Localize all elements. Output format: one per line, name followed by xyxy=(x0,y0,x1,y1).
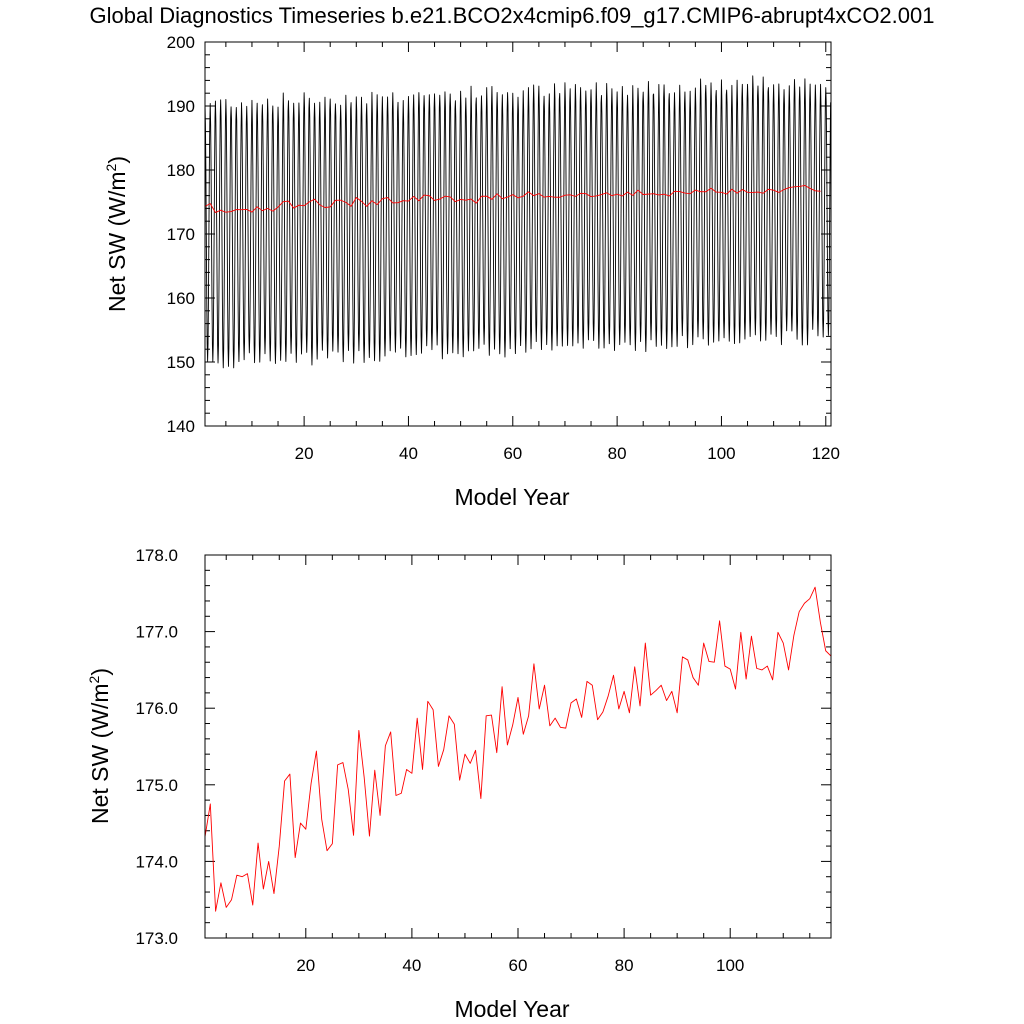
top-panel-x-tick-label: 120 xyxy=(812,444,840,463)
bottom-panel-y-tick-label: 174.0 xyxy=(135,852,178,871)
bottom-panel-y-tick-label: 175.0 xyxy=(135,776,178,795)
bottom-panel-x-tick-label: 20 xyxy=(296,956,315,975)
bottom-panel-x-tick-label: 100 xyxy=(716,956,744,975)
bottom-panel-annual-mean-net-sw-line xyxy=(204,586,832,912)
top-panel-monthly-net-sw-line xyxy=(204,75,832,369)
top-panel-annual-mean-net-sw-line xyxy=(204,185,821,214)
bottom-panel-plot-frame xyxy=(204,554,832,939)
bottom-panel-x-tick-label: 40 xyxy=(402,956,421,975)
bottom-panel-y-axis-label-main: Net SW (W/m xyxy=(87,683,113,824)
bottom-panel-y-tick-label: 178.0 xyxy=(135,546,178,565)
top-panel-x-tick-label: 100 xyxy=(707,444,735,463)
top-panel-x-axis-label: Model Year xyxy=(454,484,569,510)
bottom-panel-y-tick-label: 177.0 xyxy=(135,623,178,642)
top-panel-y-axis-label-close: ) xyxy=(104,156,130,164)
bottom-panel-x-tick-labels: 20 40 60 80 100 xyxy=(296,956,744,975)
top-panel-x-tick-labels: 20 40 60 80 100 120 xyxy=(295,444,840,463)
top-panel-y-axis-label-sup: 2 xyxy=(103,163,119,171)
bottom-panel-y-tick-label: 176.0 xyxy=(135,699,178,718)
top-panel-y-tick-label: 180 xyxy=(167,161,195,180)
bottom-panel-y-tick-labels: 173.0 174.0 175.0 176.0 177.0 178.0 xyxy=(135,546,178,948)
top-panel-ticks xyxy=(205,41,831,427)
bottom-panel-series xyxy=(204,586,832,912)
figure-title: Global Diagnostics Timeseries b.e21.BCO2… xyxy=(90,3,935,28)
bottom-panel-annual-mean: 20 40 60 80 100 173.0 174.0 175.0 176.0 177.0 178… xyxy=(86,546,832,1022)
top-panel-y-axis-label-main: Net SW (W/m xyxy=(104,171,130,312)
bottom-panel-y-axis-label-sup: 2 xyxy=(86,675,102,683)
top-panel-x-tick-label: 60 xyxy=(503,444,522,463)
top-panel-series xyxy=(204,75,832,369)
top-panel-y-tick-label: 170 xyxy=(167,225,195,244)
bottom-panel-ticks xyxy=(205,554,831,939)
bottom-panel-x-axis-label: Model Year xyxy=(454,996,569,1022)
top-panel-y-tick-labels: 140 150 160 170 180 190 200 xyxy=(167,33,195,436)
bottom-panel-x-tick-label: 60 xyxy=(509,956,528,975)
top-panel-y-tick-label: 160 xyxy=(167,289,195,308)
top-panel-x-tick-label: 40 xyxy=(399,444,418,463)
top-panel-plot-frame xyxy=(204,41,832,427)
bottom-panel-y-tick-label: 173.0 xyxy=(135,929,178,948)
top-panel-timeseries: 20 40 60 80 100 120 140 150 160 170 180 190 200 Mod… xyxy=(103,33,840,510)
top-panel-x-tick-label: 20 xyxy=(295,444,314,463)
top-panel-y-tick-label: 140 xyxy=(167,417,195,436)
top-panel-y-tick-label: 200 xyxy=(167,33,195,52)
bottom-panel-y-axis-label-close: ) xyxy=(87,668,113,676)
top-panel-y-tick-label: 150 xyxy=(167,353,195,372)
bottom-panel-y-axis-label: Net SW (W/m2) xyxy=(86,668,113,824)
top-panel-y-axis-label: Net SW (W/m2) xyxy=(103,156,130,312)
bottom-panel-x-tick-label: 80 xyxy=(615,956,634,975)
top-panel-y-tick-label: 190 xyxy=(167,97,195,116)
top-panel-x-tick-label: 80 xyxy=(608,444,627,463)
